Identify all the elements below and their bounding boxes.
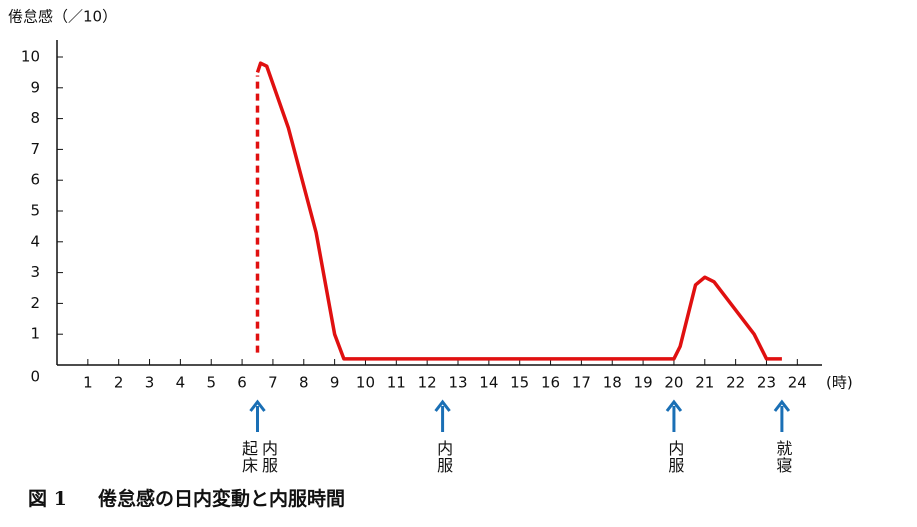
arrow-head [665, 399, 683, 412]
x-tick-label: 19 [634, 374, 653, 392]
y-tick-label: 4 [30, 232, 40, 250]
x-axis-label: (時) [826, 374, 853, 392]
x-tick-label: 22 [726, 374, 745, 392]
x-tick-label: 3 [145, 374, 155, 392]
y-tick-label: 5 [30, 202, 40, 220]
y-tick-label: 2 [30, 294, 40, 312]
arrow-head [773, 399, 791, 412]
x-tick-label: 1 [83, 374, 93, 392]
x-tick-label: 20 [664, 374, 683, 392]
y-tick-label: 7 [30, 140, 40, 158]
x-tick-label: 2 [114, 374, 124, 392]
y-tick-label: 10 [21, 48, 40, 66]
x-tick-label: 6 [237, 374, 247, 392]
annotation-text: 起床 [239, 440, 258, 474]
x-tick-label: 13 [448, 374, 467, 392]
arrow-head [434, 399, 451, 412]
data-line [255, 61, 782, 361]
x-tick-label: 7 [268, 374, 278, 392]
x-tick-label: 10 [356, 374, 375, 392]
x-tick-label: 16 [541, 374, 560, 392]
y-axis-label: 倦怠感（／10） [8, 8, 117, 26]
arrow-head [249, 399, 266, 412]
x-tick-label: 24 [788, 374, 807, 392]
y-tick-label: 6 [30, 171, 40, 189]
x-tick-label: 17 [572, 374, 591, 392]
x-tick-label: 11 [387, 374, 406, 392]
caption: 倦怠感の日内変動と内服時間 [98, 487, 345, 510]
annotation-text: 内服 [259, 440, 278, 474]
y-tick-label: 9 [30, 78, 40, 96]
x-tick-label: 4 [176, 374, 186, 392]
x-tick-label: 21 [695, 374, 714, 392]
annotation-text: 就寝 [773, 440, 792, 474]
x-tick-label: 12 [418, 374, 437, 392]
x-tick-label: 8 [299, 374, 309, 392]
x-tick-label: 15 [510, 374, 529, 392]
y-tick-label: 0 [30, 368, 40, 386]
x-tick-label: 14 [479, 374, 498, 392]
x-tick-label: 9 [330, 374, 340, 392]
x-tick-label: 23 [757, 374, 776, 392]
annotation-text: 内服 [665, 440, 684, 474]
figure-label: 図 1 [28, 488, 67, 510]
x-tick-label: 5 [206, 374, 216, 392]
y-tick-label: 3 [30, 263, 40, 281]
annotation-text: 内服 [434, 440, 453, 474]
x-tick-label: 18 [603, 374, 622, 392]
y-tick-label: 8 [30, 109, 40, 127]
y-tick-label: 1 [30, 325, 40, 343]
